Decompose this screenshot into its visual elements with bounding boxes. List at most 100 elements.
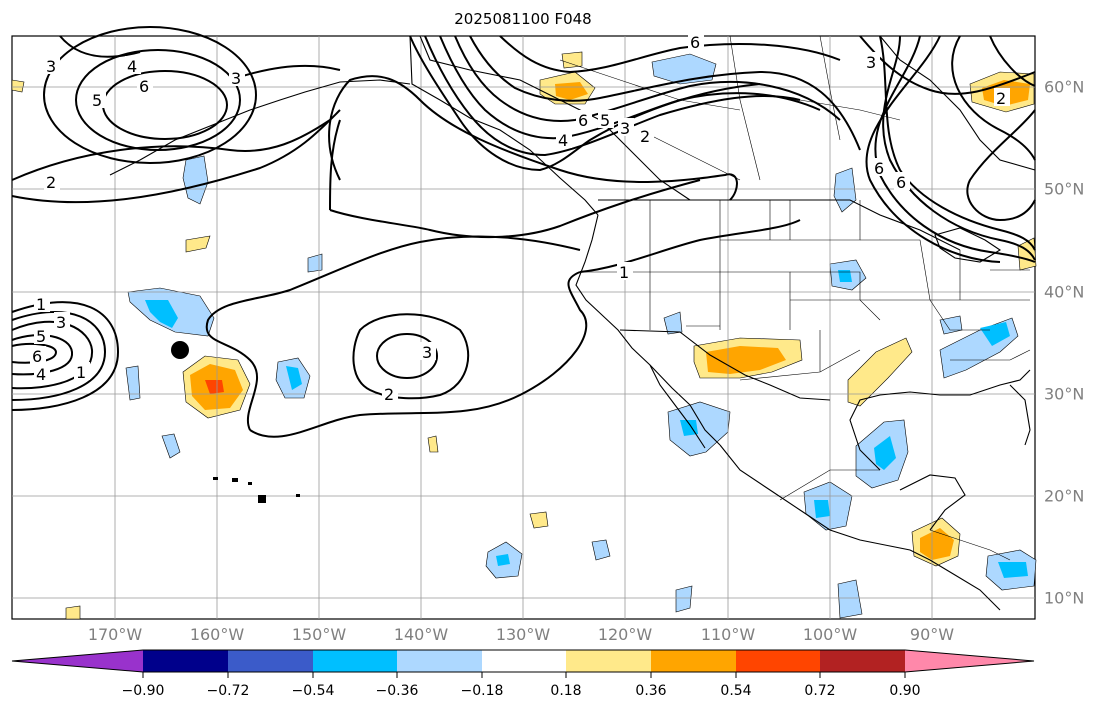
longitude-label: 100°W bbox=[802, 625, 858, 644]
contour-label: 3 bbox=[866, 53, 876, 72]
fill-blob bbox=[874, 436, 896, 470]
colorbar-segment bbox=[12, 650, 143, 672]
colorbar-tick-label: −0.18 bbox=[460, 683, 504, 699]
contour-label: 2 bbox=[640, 127, 650, 146]
mexico-coast bbox=[719, 444, 1001, 611]
contour-label: 6 bbox=[139, 77, 149, 96]
us-mexico-border bbox=[619, 329, 831, 401]
fill-blob bbox=[663, 311, 683, 335]
state-borders bbox=[559, 35, 1031, 561]
west-coast bbox=[575, 214, 721, 446]
fill-blob bbox=[561, 51, 583, 69]
longitude-label: 160°W bbox=[189, 625, 245, 644]
latitude-label: 30°N bbox=[1044, 384, 1085, 404]
contour-label: 3 bbox=[620, 119, 630, 138]
longitude-label: 110°W bbox=[700, 625, 756, 644]
colorbar bbox=[11, 649, 1035, 678]
fill-blob bbox=[182, 155, 209, 205]
fill-blob bbox=[980, 322, 1010, 346]
contour-label: 2 bbox=[996, 89, 1006, 108]
contour-label: 4 bbox=[36, 365, 46, 384]
fill-blob bbox=[591, 539, 611, 561]
colorbar-segment bbox=[143, 650, 228, 672]
contour-label: 5 bbox=[600, 111, 610, 130]
fill-blob bbox=[496, 554, 510, 566]
colorbar-tick-label: 0.36 bbox=[635, 683, 667, 699]
hudson-bay bbox=[879, 35, 1036, 171]
contour-label: 3 bbox=[231, 69, 241, 88]
map-title: 2025081100 F048 bbox=[454, 10, 592, 28]
latitude-label: 50°N bbox=[1044, 179, 1085, 199]
fill-blob bbox=[161, 433, 181, 459]
contour-label: 4 bbox=[127, 57, 137, 76]
contour-label: 3 bbox=[56, 313, 66, 332]
fill-blob bbox=[814, 500, 830, 518]
colorbar-tick-label: 0.54 bbox=[720, 683, 752, 699]
colorbar-tick-label: −0.72 bbox=[206, 683, 250, 699]
contour-label: 3 bbox=[46, 57, 56, 76]
fill-blob bbox=[706, 346, 786, 374]
latitude-label: 40°N bbox=[1044, 282, 1085, 302]
colorbar-segment bbox=[228, 650, 313, 672]
fill-blob bbox=[205, 380, 224, 394]
colorbar-segment bbox=[566, 650, 651, 672]
fill-blob bbox=[529, 511, 549, 529]
baja-peninsula bbox=[649, 364, 706, 449]
fill-blob bbox=[833, 167, 857, 213]
contour-label: 5 bbox=[92, 91, 102, 110]
contour-label-group: 3 4 5 6 3 2 6 4 6 5 3 2 3 6 6 2 1 3 5 bbox=[30, 32, 1010, 404]
contour-label: 2 bbox=[384, 385, 394, 404]
colorbar-segment bbox=[313, 650, 397, 672]
contour-label: 6 bbox=[690, 33, 700, 52]
fill-blob bbox=[286, 366, 302, 390]
colorbar-tick-label: 0.18 bbox=[550, 683, 582, 699]
contour-label: 1 bbox=[76, 363, 86, 382]
contour-label: 3 bbox=[422, 343, 432, 362]
longitude-label: 90°W bbox=[909, 625, 955, 644]
fill-blob bbox=[838, 270, 852, 282]
contour-label: 5 bbox=[36, 327, 46, 346]
colorbar-segment bbox=[651, 650, 736, 672]
fill-blob bbox=[555, 82, 588, 100]
fill-blob bbox=[680, 420, 698, 436]
fill-blob bbox=[125, 365, 141, 401]
longitude-label: 120°W bbox=[597, 625, 653, 644]
fill-blob bbox=[11, 79, 25, 93]
florida bbox=[1009, 384, 1031, 446]
colorbar-tick-label: 0.90 bbox=[889, 683, 921, 699]
fill-blob bbox=[920, 528, 954, 560]
colorbar-tick-label: −0.54 bbox=[291, 683, 335, 699]
colorbar-segment bbox=[905, 650, 1034, 672]
colorbar-segment bbox=[736, 650, 820, 672]
fill-blob bbox=[307, 253, 323, 273]
fill-blob bbox=[837, 579, 863, 619]
fill-blob bbox=[998, 562, 1028, 578]
contour-label: 6 bbox=[578, 111, 588, 130]
gulf-coast bbox=[849, 369, 1031, 471]
contour-label: 6 bbox=[874, 159, 884, 178]
latitude-label: 20°N bbox=[1044, 486, 1085, 506]
contour-label: 4 bbox=[558, 131, 568, 150]
fill-blob bbox=[651, 53, 717, 85]
contour-label: 6 bbox=[896, 173, 906, 192]
longitude-label: 170°W bbox=[87, 625, 143, 644]
alaska-coast bbox=[409, 35, 599, 216]
gridlines bbox=[12, 36, 1035, 619]
contour-label: 1 bbox=[36, 295, 46, 314]
longitude-label: 140°W bbox=[393, 625, 449, 644]
contour-label: 2 bbox=[46, 173, 56, 192]
longitude-label: 150°W bbox=[291, 625, 347, 644]
colorbar-segment bbox=[820, 650, 905, 672]
pacific-islands bbox=[213, 477, 300, 503]
colorbar-tick-label: −0.90 bbox=[121, 683, 165, 699]
great-lakes bbox=[934, 227, 1002, 263]
fill-blob bbox=[427, 435, 439, 453]
colorbar-tick-label: −0.36 bbox=[375, 683, 419, 699]
colorbar-segment bbox=[482, 650, 566, 672]
longitude-label: 130°W bbox=[495, 625, 551, 644]
fill-blob bbox=[65, 605, 81, 620]
contour-label: 6 bbox=[32, 347, 42, 366]
location-marker bbox=[171, 341, 189, 359]
colorbar-tick-label: 0.72 bbox=[804, 683, 836, 699]
